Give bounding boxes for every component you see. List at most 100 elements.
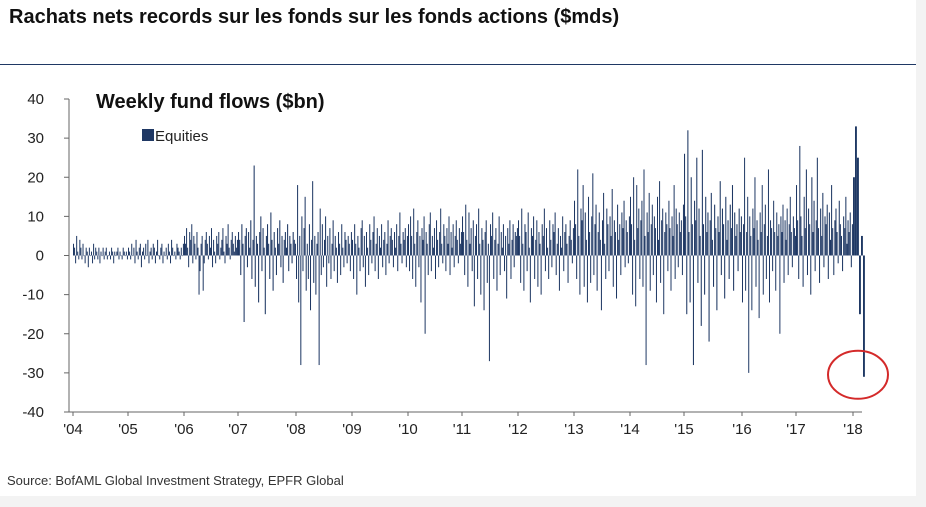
bar-11-37 — [500, 232, 502, 256]
bar-06-34 — [218, 232, 220, 256]
bar-11-28 — [491, 235, 493, 256]
bar-05-44 — [174, 251, 176, 256]
bar-04-23 — [96, 251, 98, 256]
bar-06-23 — [206, 243, 208, 256]
bar-05-50 — [180, 247, 182, 256]
bar-12-48 — [568, 235, 570, 256]
bar-04-43 — [117, 247, 119, 256]
bar-07-39 — [280, 255, 282, 268]
bar-13-51 — [627, 255, 629, 264]
bar-11-16 — [478, 208, 480, 256]
bar-11-47 — [511, 239, 513, 256]
bar-07-8 — [245, 228, 247, 256]
bar-14-44 — [674, 255, 676, 279]
bar-10-8 — [415, 255, 417, 287]
bar-10-42 — [450, 232, 452, 256]
bar-15-38 — [725, 196, 727, 256]
bar-09-22 — [374, 255, 376, 272]
bar-13-43 — [619, 224, 621, 256]
bar-14-13 — [642, 255, 644, 287]
bar-09-44 — [398, 235, 400, 256]
bar-12-35 — [554, 212, 556, 256]
bar-05-29 — [158, 255, 160, 257]
bar-10-20 — [427, 255, 429, 276]
bar-10-47 — [455, 220, 457, 256]
bar-07-40 — [281, 235, 283, 256]
bar-14-35 — [665, 212, 667, 256]
x-tick-label: '09 — [342, 421, 362, 438]
bar-06-52 — [236, 239, 238, 256]
bar-13-24 — [598, 212, 600, 256]
bar-16-2 — [743, 224, 745, 256]
bar-12-36 — [555, 255, 557, 276]
bar-06-43 — [227, 224, 229, 256]
bar-14-47 — [677, 255, 679, 268]
bar-10-30 — [438, 255, 440, 268]
bar-08-2 — [297, 185, 299, 256]
bar-05-23 — [151, 255, 153, 260]
bar-17-3 — [798, 255, 800, 279]
bar-04-36 — [110, 255, 112, 260]
bar-14-22 — [651, 204, 653, 256]
bar-08-17 — [313, 255, 315, 283]
bar-06-4 — [187, 247, 189, 256]
page-title: Rachats nets records sur les fonds sur l… — [9, 6, 620, 28]
bar-07-32 — [272, 255, 274, 291]
bar-06-28 — [212, 255, 214, 268]
bar-15-46 — [734, 212, 736, 256]
bar-05-51 — [181, 255, 183, 257]
bar-16-23 — [764, 204, 766, 256]
bar-11-41 — [505, 235, 507, 256]
bar-05-8 — [135, 239, 137, 256]
bar-10-1 — [408, 224, 409, 256]
bar-15-15 — [699, 235, 701, 256]
bar-08-3 — [298, 255, 300, 303]
bar-04-2 — [74, 247, 76, 256]
bar-13-50 — [626, 232, 628, 256]
bar-05-28 — [157, 239, 159, 256]
bar-17-36 — [834, 220, 836, 256]
bar-09-27 — [380, 247, 382, 256]
bar-11-27 — [490, 224, 492, 256]
bar-12-11 — [528, 247, 530, 256]
bar-17-22 — [819, 255, 821, 283]
bar-09-9 — [360, 228, 362, 256]
bar-10-44 — [452, 224, 454, 256]
bar-04-47 — [121, 255, 123, 260]
bar-07-13 — [251, 255, 253, 279]
bar-16-9 — [750, 235, 752, 256]
bar-16-11 — [752, 208, 754, 256]
bar-16-52 — [794, 235, 796, 256]
bar-10-11 — [418, 255, 420, 268]
bar-11-22 — [484, 232, 486, 256]
bar-04-6 — [78, 255, 80, 260]
bar-06-41 — [225, 235, 227, 256]
x-tick-label: '04 — [63, 421, 83, 438]
bar-07-44 — [285, 247, 288, 256]
bar-08-39 — [336, 255, 338, 283]
bar-14-15 — [644, 235, 646, 256]
bar-11-44 — [508, 243, 510, 256]
bar-16-13 — [754, 177, 756, 256]
bar-15-44 — [731, 185, 734, 256]
bar-04-42 — [116, 251, 118, 256]
bar-16-5 — [746, 232, 748, 256]
bar-09-13 — [364, 255, 366, 287]
bar-08-34 — [331, 243, 333, 256]
bar-06-14 — [197, 247, 199, 256]
bar-05-1 — [128, 247, 130, 256]
bar-07-9 — [246, 255, 248, 268]
bar-17-19 — [815, 220, 817, 256]
bar-10-43 — [451, 247, 453, 256]
bar-17-49 — [848, 232, 850, 256]
bar-06-6 — [189, 232, 191, 256]
bar-09-21 — [373, 216, 375, 256]
bar-04-16 — [88, 247, 90, 256]
bar-08-21 — [317, 232, 319, 256]
bar-06-3 — [186, 228, 188, 256]
bar-05-21 — [149, 251, 151, 256]
bar-11-51 — [515, 235, 517, 256]
bar-11-2 — [463, 232, 465, 256]
bar-10-29 — [437, 239, 439, 256]
bar-16-36 — [778, 224, 780, 256]
